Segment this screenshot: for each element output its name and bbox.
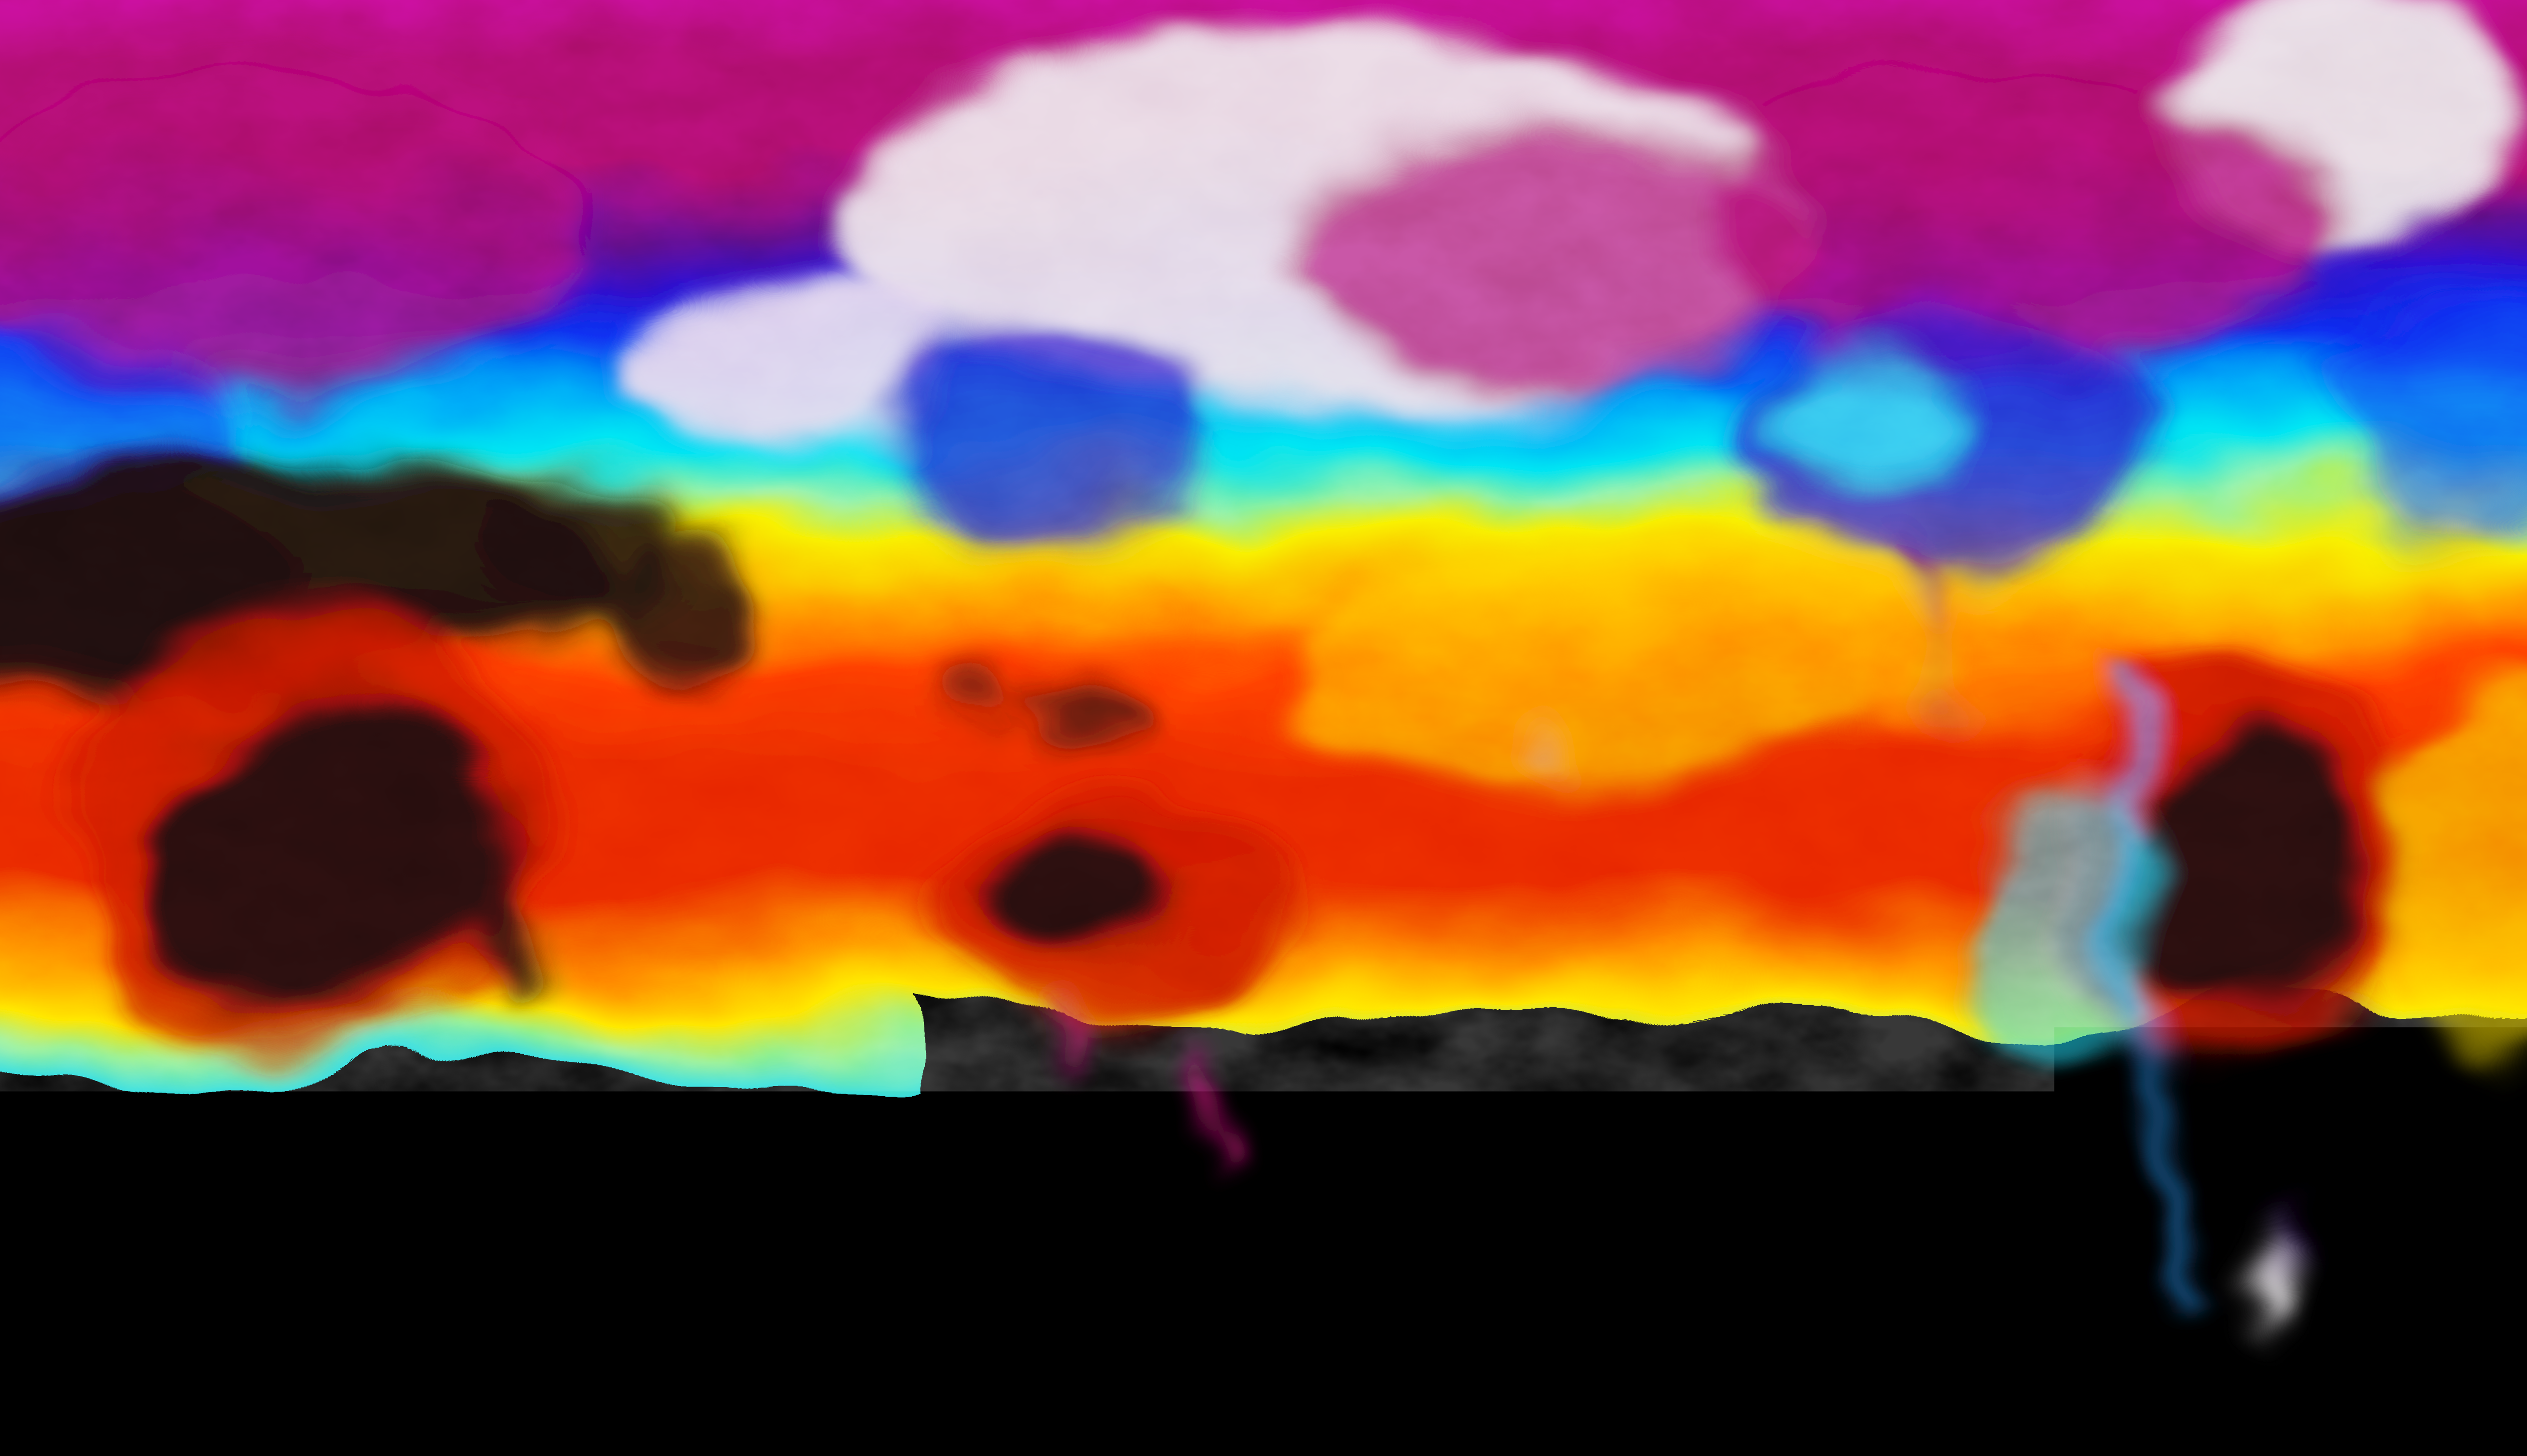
global-temperature-map bbox=[0, 0, 2527, 1456]
fluid-texture-overlay bbox=[0, 0, 2527, 1456]
temperature-map-canvas bbox=[0, 0, 2527, 1456]
